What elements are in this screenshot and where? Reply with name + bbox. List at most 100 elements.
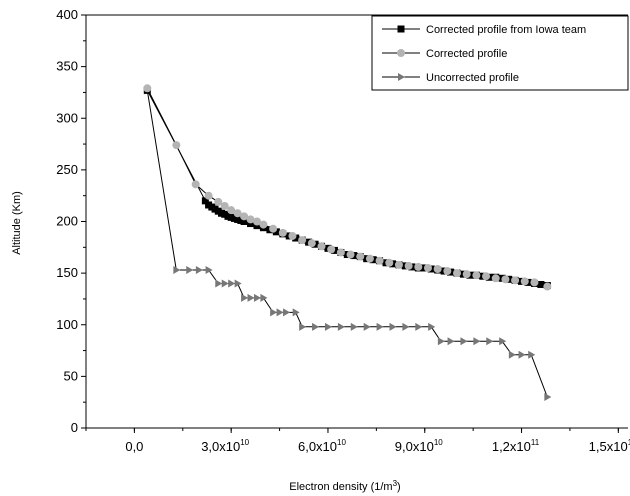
data-point: [501, 275, 510, 284]
legend-label: Corrected profile from Iowa team: [426, 24, 586, 36]
data-point: [317, 242, 326, 251]
data-point: [259, 220, 268, 229]
y-tick-label: 150: [56, 265, 78, 280]
y-tick-label: 50: [64, 368, 78, 383]
series-1: [143, 84, 552, 291]
data-point: [253, 222, 261, 230]
y-tick-label: 350: [56, 59, 78, 74]
data-point: [143, 84, 152, 93]
legend-marker: [398, 73, 405, 81]
axes-layer: 0 50 100 150 200 250 300 350 400 0,0 3,0x1010 6,0x1…: [56, 7, 630, 454]
data-point: [240, 212, 249, 221]
data-point: [260, 293, 268, 302]
data-point: [299, 322, 307, 331]
data-point: [350, 322, 358, 331]
data-point: [233, 209, 242, 218]
data-point: [312, 322, 320, 331]
legend-label: Corrected profile: [426, 48, 507, 60]
series-2: [144, 86, 552, 402]
data-point: [241, 293, 249, 302]
data-point: [473, 337, 481, 346]
data-point: [376, 322, 384, 331]
data-point: [288, 231, 297, 240]
data-point: [298, 236, 307, 245]
data-point: [173, 266, 181, 275]
data-point: [228, 279, 236, 288]
data-point: [278, 228, 287, 237]
data-point: [227, 206, 236, 215]
x-tick-label: 1,2x1011: [492, 438, 540, 454]
data-point: [433, 264, 442, 273]
data-point: [472, 271, 481, 280]
plot-area: [143, 84, 552, 402]
data-point: [215, 279, 223, 288]
data-point: [272, 228, 280, 236]
data-point: [414, 262, 423, 271]
y-axis-title: Altitude (Km): [11, 191, 23, 255]
data-point: [346, 250, 355, 259]
legend-marker: [397, 25, 405, 33]
y-tick-label: 200: [56, 214, 78, 229]
data-point: [201, 197, 209, 205]
legend: Corrected profile from Iowa team Correcte…: [371, 15, 629, 91]
data-point: [324, 322, 332, 331]
y-tick-label: 100: [56, 317, 78, 332]
data-point: [518, 350, 526, 359]
x-axis-title-main: Electron density (1/m: [289, 481, 392, 493]
data-point: [220, 202, 229, 211]
data-point: [221, 279, 229, 288]
data-point: [205, 266, 213, 275]
data-point: [270, 308, 278, 317]
data-point: [462, 270, 471, 279]
data-point: [511, 276, 520, 285]
data-point: [252, 217, 261, 226]
data-point: [327, 245, 336, 254]
data-point: [363, 322, 371, 331]
legend-label: Uncorrected profile: [426, 72, 519, 84]
data-point: [191, 180, 200, 189]
data-point: [508, 350, 516, 359]
data-point: [172, 141, 181, 150]
series-0: [143, 86, 551, 290]
data-point: [460, 337, 468, 346]
data-point: [404, 261, 413, 270]
data-point: [437, 337, 445, 346]
data-point: [428, 322, 436, 331]
data-point: [234, 279, 242, 288]
data-point: [247, 220, 255, 228]
x-tick-label: 1,5x1011: [589, 438, 630, 454]
x-axis-title-exponent: 3: [393, 479, 398, 488]
data-point: [195, 266, 203, 275]
series-line: [146, 90, 548, 398]
data-point: [269, 224, 278, 233]
x-tick-label: 6,0x1010: [298, 438, 346, 454]
x-axis-title: Electron density (1/m3): [289, 479, 400, 493]
x-tick-label: 0,0: [125, 439, 143, 454]
data-point: [253, 293, 261, 302]
data-point: [491, 274, 500, 283]
data-point: [247, 293, 255, 302]
data-point: [336, 248, 345, 257]
data-point: [389, 322, 397, 331]
data-point: [486, 337, 494, 346]
data-point: [375, 256, 384, 265]
data-point: [482, 272, 491, 281]
data-point: [394, 260, 403, 269]
x-tick-label: 9,0x1010: [395, 438, 443, 454]
data-point: [204, 191, 213, 200]
y-tick-label: 250: [56, 162, 78, 177]
data-point: [528, 350, 536, 359]
data-point: [356, 252, 365, 261]
data-point: [283, 308, 291, 317]
data-point: [453, 269, 462, 278]
data-point: [214, 197, 223, 206]
data-point: [186, 266, 194, 275]
data-point: [337, 322, 345, 331]
data-point: [530, 278, 539, 287]
data-point: [499, 337, 507, 346]
data-point: [543, 282, 552, 291]
y-tick-label: 0: [71, 420, 78, 435]
x-axis-title-end: ): [397, 481, 401, 493]
data-point: [276, 308, 284, 317]
